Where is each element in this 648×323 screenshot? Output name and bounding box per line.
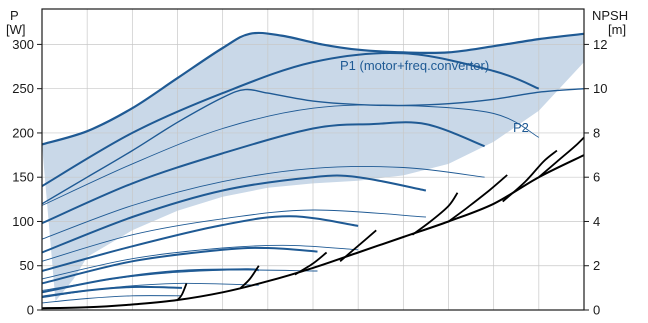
p1-speed-curve — [41, 215, 359, 272]
right-tick-label: 10 — [593, 81, 607, 96]
p2-speed-curve — [41, 209, 426, 262]
p2-speed-curve — [41, 244, 359, 280]
npsh-branch-curve — [176, 283, 188, 301]
p1-speed-curve — [41, 174, 427, 254]
right-tick-label: 6 — [593, 170, 600, 185]
npsh-branch-curve — [339, 229, 377, 262]
npsh-branch-curve — [538, 136, 585, 178]
p2-max-curve — [41, 88, 585, 205]
p2-speed-curve — [41, 104, 540, 206]
npsh-branch-curve — [240, 265, 260, 289]
p1-speed-curve — [41, 121, 485, 225]
left-tick-label: 150 — [12, 170, 34, 185]
left-tick-label: 50 — [20, 258, 34, 273]
p1-series-label: P1 (motor+freq.converter) — [340, 58, 489, 73]
left-tick-label: 250 — [12, 81, 34, 96]
p2-speed-curve — [41, 295, 183, 304]
left-axis-ticks: 0 50 100 150 200 250 300 — [12, 37, 42, 318]
left-tick-label: 300 — [12, 37, 34, 52]
right-tick-label: 8 — [593, 125, 600, 140]
right-tick-label: 2 — [593, 258, 600, 273]
npsh-base-curve — [41, 154, 585, 310]
p1-max-curve — [41, 31, 585, 146]
right-axis-title: NPSH — [592, 8, 628, 23]
right-axis-unit: [m] — [608, 22, 626, 37]
right-axis-ticks: 0 2 4 6 8 10 12 — [584, 37, 607, 318]
npsh-branch-curve — [294, 251, 328, 276]
p1-speed-curve — [41, 268, 259, 294]
plot-frame — [41, 8, 585, 311]
p1-curves — [41, 31, 585, 298]
left-tick-label: 0 — [27, 303, 34, 318]
p1-speed-curve — [41, 246, 318, 285]
left-tick-label: 100 — [12, 214, 34, 229]
npsh-branch-curve — [447, 174, 508, 223]
npsh-branch-curve — [411, 192, 459, 236]
npsh-branch-curve — [502, 149, 558, 203]
right-tick-label: 12 — [593, 37, 607, 52]
p2-series-label: P2 — [513, 120, 529, 135]
p1-speed-curve — [41, 52, 540, 187]
right-tick-label: 0 — [593, 303, 600, 318]
p1-speed-curve — [41, 285, 183, 298]
left-tick-label: 200 — [12, 125, 34, 140]
left-axis-title: P — [10, 8, 19, 23]
left-axis-unit: [W] — [6, 22, 26, 37]
p2-speed-curve — [41, 166, 485, 240]
right-tick-label: 4 — [593, 214, 600, 229]
npsh-curves — [41, 136, 585, 310]
